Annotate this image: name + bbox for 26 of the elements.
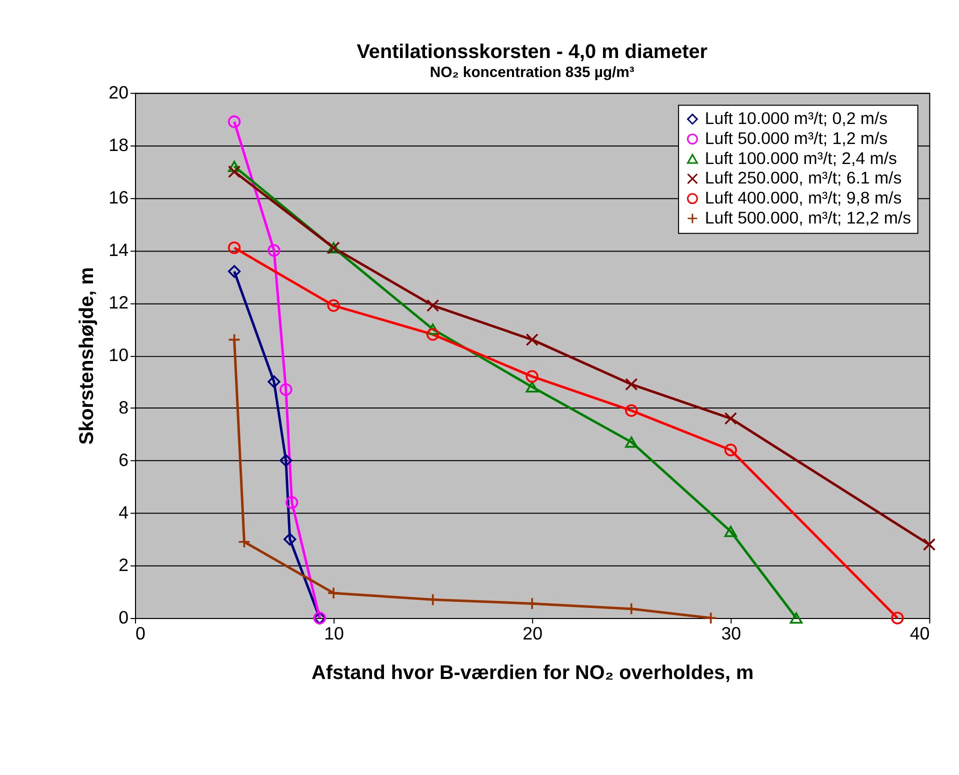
chart-title: Ventilationsskorsten - 4,0 m diameter [356,41,708,64]
x-tick-label: 30 [721,623,742,644]
legend-label: Luft 500.000, m³/t; 12,2 m/s [704,208,912,228]
y-tick-label: 6 [118,450,129,470]
y-tick-label: 16 [108,187,129,208]
y-tick-label: 12 [108,292,129,312]
x-tick-label: 10 [324,623,344,644]
legend-label: Luft 100.000 m³/t; 2,4 m/s [704,148,897,168]
legend-label: Luft 250.000, m³/t; 6.1 m/s [704,168,902,188]
y-tick-label: 10 [108,344,129,365]
y-tick-label: 20 [108,82,129,102]
x-axis-title: Afstand hvor B-værdien for NO₂ overholdes, m [312,662,754,684]
x-tick-label: 40 [910,623,930,644]
y-tick-label: 4 [118,502,129,522]
y-tick-label: 18 [108,134,129,155]
legend-label: Luft 10.000 m³/t; 0,2 m/s [704,109,888,128]
legend-label: Luft 50.000 m³/t; 1,2 m/s [704,128,888,148]
x-tick-label: 0 [136,623,146,644]
y-tick-label: 14 [108,240,129,260]
y-tick-label: 2 [118,554,129,575]
y-tick-label: 0 [118,607,129,628]
y-tick-label: 8 [118,397,129,418]
chart-subtitle: NO₂ koncentration 835 µg/m³ [430,64,634,81]
y-axis-title: Skorstenshøjde, m [76,267,98,445]
legend-label: Luft 400.000, m³/t; 9,8 m/s [704,188,902,208]
x-tick-label: 20 [522,623,543,644]
